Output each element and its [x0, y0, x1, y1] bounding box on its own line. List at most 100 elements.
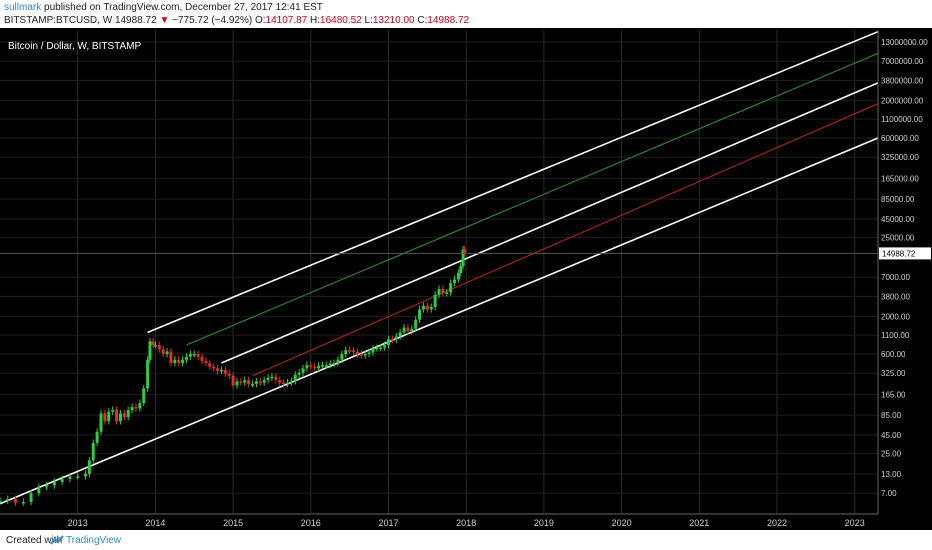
candle-body [188, 354, 192, 357]
candle-body [445, 292, 449, 294]
candle-body [227, 373, 231, 376]
candle-body [371, 348, 375, 353]
candle-body [138, 403, 142, 409]
candle-body [169, 351, 173, 364]
candle-body [328, 363, 332, 366]
chart-area[interactable]: 2013 2014 2015 2016 2017 2018 2019 2020 2021 2022… [0, 28, 932, 530]
candle-body [68, 476, 72, 480]
candle-body [386, 339, 390, 346]
candle-body [91, 442, 95, 461]
candle-body [394, 336, 398, 340]
last-price-tag [879, 247, 931, 260]
candle-body [340, 354, 344, 360]
candle-body [258, 381, 262, 383]
candle-body [223, 370, 227, 374]
candle-body [196, 354, 200, 357]
candle-body [254, 381, 258, 385]
candle-body [332, 363, 336, 365]
candle-body [87, 460, 91, 474]
y-tick-label: 45000.00 [881, 215, 915, 224]
y-tick-label: 7.00 [881, 489, 897, 498]
candle-body [247, 380, 251, 385]
x-tick-label: 2020 [612, 518, 632, 528]
candle-body [157, 345, 161, 350]
candle-body [146, 359, 150, 389]
y-tick-label: 85000.00 [881, 195, 915, 204]
candle-body [367, 352, 371, 355]
open-value: 14107.87 [265, 15, 308, 26]
symbol-name: BITSTAMP:BTCUSD, W [4, 15, 113, 26]
y-tick-label: 25000.00 [881, 233, 915, 242]
down-arrow-icon: ▼ [159, 15, 170, 26]
candle-body [293, 374, 297, 382]
candle-body [29, 493, 33, 502]
candle-body [103, 413, 107, 422]
candle-body [278, 380, 282, 383]
x-tick-label: 2019 [534, 518, 554, 528]
candle-body [45, 485, 49, 488]
chart-symbol-label: Bitcoin / Dollar, W, BITSTAMP [8, 41, 142, 52]
candle-body [231, 375, 235, 386]
candle-body [208, 363, 212, 367]
candle-body [14, 499, 18, 503]
candle-body [115, 410, 119, 422]
candle-body [130, 407, 134, 411]
candle-body [216, 368, 220, 371]
candle-body [336, 359, 340, 364]
candle-body [266, 377, 270, 381]
tradingview-logo-icon [50, 535, 64, 545]
x-tick-label: 2021 [689, 518, 709, 528]
symbol-line: BITSTAMP:BTCUSD, W 14988.72 ▼ −775.72 (−… [4, 15, 469, 26]
y-tick-label: 1100000.00 [881, 115, 923, 124]
candle-body [344, 350, 348, 355]
candle-body [111, 410, 115, 412]
candle-body [375, 347, 379, 350]
candle-body [161, 349, 165, 355]
y-tick-label: 13.00 [881, 470, 902, 479]
x-tick-label: 2015 [223, 518, 243, 528]
candle-body [239, 381, 243, 383]
candle-body [390, 339, 394, 341]
x-tick-label: 2018 [456, 518, 476, 528]
candle-body [459, 266, 463, 274]
candle-body [37, 487, 41, 494]
candle-body [95, 431, 99, 443]
y-tick-label: 325000.00 [881, 153, 919, 162]
last-price: 14988.72 [114, 15, 157, 26]
candle-body [317, 365, 321, 369]
candle-body [433, 294, 437, 308]
low-label: L: [364, 15, 373, 26]
y-tick-label: 600.00 [881, 350, 906, 359]
candle-body [449, 283, 453, 293]
candle-body [251, 384, 255, 386]
candle-body [359, 354, 363, 356]
candle-body [313, 366, 317, 369]
price-chart[interactable]: 2013 2014 2015 2016 2017 2018 2019 2020 2021 2022… [0, 28, 932, 530]
candle-body [134, 407, 138, 409]
last-price-label: 14988.72 [882, 249, 916, 258]
candle-body [122, 413, 126, 418]
candle-body [406, 327, 410, 332]
author-link[interactable]: sullmark [4, 2, 42, 13]
y-tick-label: 7000.00 [881, 273, 910, 282]
candle-body [204, 361, 208, 364]
y-tick-label: 3800.00 [881, 292, 910, 301]
candle-body [0, 500, 2, 503]
candle-body [126, 410, 130, 418]
candle-body [285, 382, 289, 385]
candle-body [305, 365, 309, 369]
high-value: 16480.52 [320, 15, 362, 26]
candle-body [301, 368, 305, 373]
candle-body [463, 249, 467, 254]
candle-body [421, 305, 425, 310]
y-tick-label: 2000000.00 [881, 96, 924, 105]
candle-body [177, 359, 181, 364]
footer: Created with TradingView [0, 530, 932, 550]
tradingview-brand[interactable]: TradingView [66, 535, 122, 546]
x-tick-label: 2022 [767, 518, 787, 528]
candle-body [383, 345, 387, 348]
candle-body [212, 366, 216, 369]
candle-body [151, 341, 155, 346]
y-tick-label: 45.00 [881, 431, 902, 440]
candle-body [324, 365, 328, 367]
